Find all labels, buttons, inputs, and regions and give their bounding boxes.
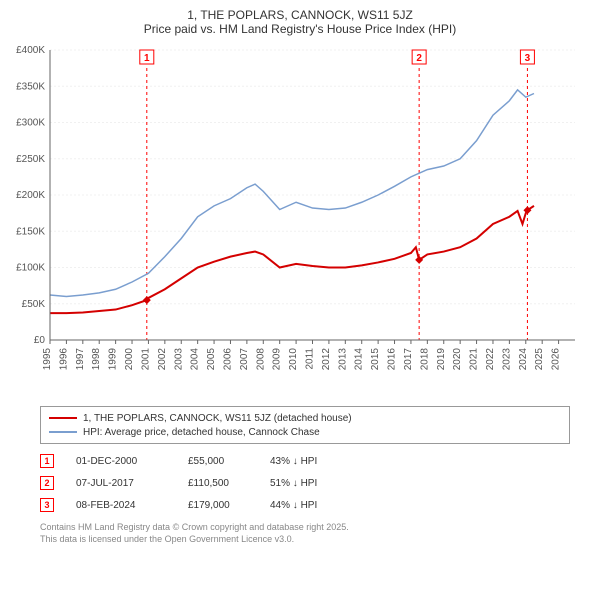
svg-text:2014: 2014: [354, 348, 365, 371]
legend-row: HPI: Average price, detached house, Cann…: [49, 425, 561, 439]
svg-text:1: 1: [144, 53, 150, 64]
transaction-marker: 1: [40, 454, 54, 468]
transaction-diff: 51% ↓ HPI: [270, 478, 350, 489]
chart-title-block: 1, THE POPLARS, CANNOCK, WS11 5JZ Price …: [0, 0, 600, 40]
svg-text:2018: 2018: [419, 348, 430, 371]
svg-text:2000: 2000: [124, 348, 135, 371]
svg-text:2016: 2016: [387, 348, 398, 371]
svg-text:2010: 2010: [288, 348, 299, 371]
svg-text:£50K: £50K: [22, 299, 46, 310]
svg-text:1999: 1999: [108, 348, 119, 371]
legend-label: HPI: Average price, detached house, Cann…: [83, 427, 320, 438]
svg-text:2009: 2009: [272, 348, 283, 371]
transaction-diff: 44% ↓ HPI: [270, 500, 350, 511]
title-line-2: Price paid vs. HM Land Registry's House …: [0, 22, 600, 36]
footer-line-1: Contains HM Land Registry data © Crown c…: [40, 522, 570, 534]
svg-text:2023: 2023: [501, 348, 512, 371]
svg-text:2004: 2004: [190, 348, 201, 371]
svg-text:2021: 2021: [469, 348, 480, 371]
svg-text:2019: 2019: [436, 348, 447, 371]
svg-text:2008: 2008: [255, 348, 266, 371]
svg-text:£100K: £100K: [16, 263, 45, 274]
svg-text:2017: 2017: [403, 348, 414, 371]
transaction-row: 2 07-JUL-2017 £110,500 51% ↓ HPI: [40, 472, 570, 494]
svg-text:2002: 2002: [157, 348, 168, 371]
svg-text:£0: £0: [34, 335, 46, 346]
legend-swatch: [49, 431, 77, 433]
svg-text:2024: 2024: [518, 348, 529, 371]
transaction-table: 1 01-DEC-2000 £55,000 43% ↓ HPI 2 07-JUL-2017…: [40, 450, 570, 516]
svg-text:3: 3: [525, 53, 531, 64]
chart-area: £0 £50K £100K £150K £200K £250K £300K £350K £400…: [10, 40, 590, 400]
legend-swatch: [49, 417, 77, 419]
svg-text:2: 2: [416, 53, 422, 64]
svg-text:£250K: £250K: [16, 154, 45, 165]
svg-text:2020: 2020: [452, 348, 463, 371]
svg-text:2022: 2022: [485, 348, 496, 371]
transaction-row: 3 08-FEB-2024 £179,000 44% ↓ HPI: [40, 494, 570, 516]
svg-text:£200K: £200K: [16, 190, 45, 201]
svg-text:2001: 2001: [140, 348, 151, 371]
svg-text:£300K: £300K: [16, 118, 45, 129]
transaction-price: £110,500: [188, 478, 248, 489]
svg-text:2026: 2026: [551, 348, 562, 371]
svg-text:1997: 1997: [75, 348, 86, 371]
svg-text:£150K: £150K: [16, 226, 45, 237]
transaction-row: 1 01-DEC-2000 £55,000 43% ↓ HPI: [40, 450, 570, 472]
footer-attribution: Contains HM Land Registry data © Crown c…: [40, 522, 570, 545]
legend-label: 1, THE POPLARS, CANNOCK, WS11 5JZ (detac…: [83, 413, 352, 424]
svg-text:2025: 2025: [534, 348, 545, 371]
svg-text:£400K: £400K: [16, 45, 45, 56]
svg-text:£350K: £350K: [16, 81, 45, 92]
svg-text:1998: 1998: [91, 348, 102, 371]
transaction-date: 08-FEB-2024: [76, 500, 166, 511]
line-chart: £0 £50K £100K £150K £200K £250K £300K £350K £400…: [10, 40, 590, 400]
svg-text:2007: 2007: [239, 348, 250, 371]
legend: 1, THE POPLARS, CANNOCK, WS11 5JZ (detac…: [40, 406, 570, 444]
svg-text:2003: 2003: [173, 348, 184, 371]
footer-line-2: This data is licensed under the Open Gov…: [40, 534, 570, 546]
transaction-price: £55,000: [188, 456, 248, 467]
title-line-1: 1, THE POPLARS, CANNOCK, WS11 5JZ: [0, 8, 600, 22]
svg-text:1995: 1995: [42, 348, 53, 371]
svg-text:2011: 2011: [305, 348, 316, 370]
svg-text:2013: 2013: [337, 348, 348, 371]
svg-text:2015: 2015: [370, 348, 381, 371]
transaction-diff: 43% ↓ HPI: [270, 456, 350, 467]
svg-text:1996: 1996: [58, 348, 69, 371]
svg-text:2005: 2005: [206, 348, 217, 371]
transaction-marker: 2: [40, 476, 54, 490]
svg-text:2012: 2012: [321, 348, 332, 371]
transaction-price: £179,000: [188, 500, 248, 511]
transaction-marker: 3: [40, 498, 54, 512]
svg-text:2006: 2006: [222, 348, 233, 371]
transaction-date: 01-DEC-2000: [76, 456, 166, 467]
transaction-date: 07-JUL-2017: [76, 478, 166, 489]
legend-row: 1, THE POPLARS, CANNOCK, WS11 5JZ (detac…: [49, 411, 561, 425]
